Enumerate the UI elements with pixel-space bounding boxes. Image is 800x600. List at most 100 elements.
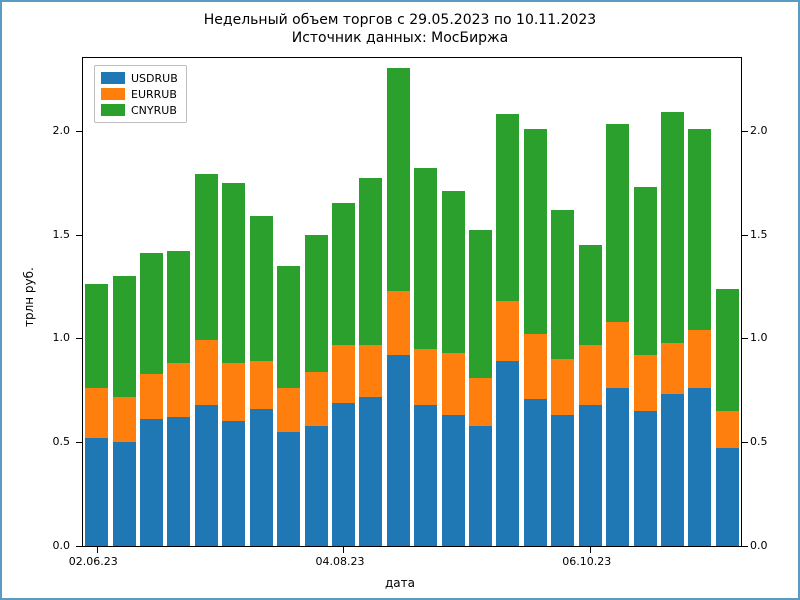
bar-group <box>195 58 218 546</box>
y-tick-label-left: 0.5 <box>53 435 71 448</box>
bar-segment-cnyrub <box>250 216 273 361</box>
bar-segment-cnyrub <box>414 168 437 349</box>
bar-segment-eurrub <box>195 340 218 404</box>
bar-segment-usdrub <box>85 438 108 546</box>
y-tick-label-right: 2.0 <box>750 124 768 137</box>
bar-segment-eurrub <box>688 330 711 388</box>
legend-item-usdrub: USDRUB <box>101 70 178 86</box>
bar-segment-usdrub <box>469 426 492 546</box>
bar-group <box>551 58 574 546</box>
bar-segment-eurrub <box>496 301 519 361</box>
legend-swatch-eurrub <box>101 88 125 100</box>
legend: USDRUB EURRUB CNYRUB <box>94 65 187 123</box>
bar-segment-eurrub <box>113 397 136 443</box>
x-axis-label: дата <box>2 576 798 590</box>
y-tick-label-left: 2.0 <box>53 124 71 137</box>
y-tick-label-left: 0.0 <box>53 539 71 552</box>
bar-segment-usdrub <box>113 442 136 546</box>
bar-segment-cnyrub <box>140 253 163 373</box>
bar-segment-cnyrub <box>469 230 492 377</box>
bar-segment-usdrub <box>688 388 711 546</box>
bar-segment-usdrub <box>140 419 163 546</box>
bar-segment-usdrub <box>332 403 355 546</box>
bar-group <box>387 58 410 546</box>
bar-group <box>359 58 382 546</box>
bar-segment-usdrub <box>222 421 245 546</box>
bar-group <box>606 58 629 546</box>
bar-group <box>250 58 273 546</box>
figure-frame: Недельный объем торгов с 29.05.2023 по 1… <box>0 0 800 600</box>
x-tick-label: 02.06.23 <box>69 555 118 568</box>
legend-label-cnyrub: CNYRUB <box>131 104 177 117</box>
bar-group <box>167 58 190 546</box>
bar-segment-usdrub <box>716 448 739 546</box>
bar-segment-usdrub <box>414 405 437 546</box>
bar-group <box>524 58 547 546</box>
bar-segment-eurrub <box>359 345 382 397</box>
bar-segment-usdrub <box>634 411 657 546</box>
bar-segment-usdrub <box>359 397 382 547</box>
bar-segment-eurrub <box>634 355 657 411</box>
bar-group <box>688 58 711 546</box>
y-tick-label-left: 1.0 <box>53 331 71 344</box>
bar-segment-cnyrub <box>277 266 300 389</box>
bar-group <box>469 58 492 546</box>
bar-segment-cnyrub <box>634 187 657 355</box>
bar-group <box>222 58 245 546</box>
bar-group <box>85 58 108 546</box>
bar-segment-eurrub <box>167 363 190 417</box>
legend-item-cnyrub: CNYRUB <box>101 102 178 118</box>
bar-segment-usdrub <box>661 394 684 546</box>
bar-group <box>579 58 602 546</box>
bar-segment-usdrub <box>305 426 328 546</box>
x-tick-label: 04.08.23 <box>315 555 364 568</box>
bar-segment-eurrub <box>442 353 465 415</box>
bar-group <box>634 58 657 546</box>
bar-segment-eurrub <box>661 343 684 395</box>
bar-segment-cnyrub <box>359 178 382 344</box>
bar-segment-cnyrub <box>167 251 190 363</box>
bar-segment-eurrub <box>716 411 739 448</box>
bar-segment-usdrub <box>195 405 218 546</box>
bar-segment-usdrub <box>551 415 574 546</box>
bar-group <box>140 58 163 546</box>
legend-label-eurrub: EURRUB <box>131 88 177 101</box>
bar-group <box>277 58 300 546</box>
bar-group <box>305 58 328 546</box>
y-tick-label-right: 1.5 <box>750 228 768 241</box>
bar-group <box>113 58 136 546</box>
bar-segment-usdrub <box>579 405 602 546</box>
bar-segment-cnyrub <box>606 124 629 321</box>
legend-item-eurrub: EURRUB <box>101 86 178 102</box>
legend-swatch-cnyrub <box>101 104 125 116</box>
bar-segment-cnyrub <box>305 235 328 372</box>
bar-segment-eurrub <box>414 349 437 405</box>
chart-title-line2: Источник данных: МосБиржа <box>2 30 798 46</box>
bar-segment-usdrub <box>442 415 465 546</box>
y-axis-label: трлн руб. <box>22 267 36 327</box>
bar-segment-usdrub <box>250 409 273 546</box>
bar-segment-cnyrub <box>688 129 711 330</box>
bar-segment-usdrub <box>524 399 547 546</box>
bar-segment-usdrub <box>387 355 410 546</box>
bar-segment-eurrub <box>469 378 492 426</box>
bar-segment-eurrub <box>606 322 629 388</box>
bar-segment-cnyrub <box>387 68 410 290</box>
bar-group <box>414 58 437 546</box>
bar-segment-eurrub <box>250 361 273 409</box>
bar-segment-cnyrub <box>442 191 465 353</box>
legend-label-usdrub: USDRUB <box>131 72 178 85</box>
y-tick-label-left: 1.5 <box>53 228 71 241</box>
plot-area <box>82 57 742 547</box>
bar-segment-eurrub <box>85 388 108 438</box>
bar-group <box>332 58 355 546</box>
bar-segment-usdrub <box>277 432 300 546</box>
bar-segment-usdrub <box>606 388 629 546</box>
chart-title-line1: Недельный объем торгов с 29.05.2023 по 1… <box>2 12 798 28</box>
bar-segment-cnyrub <box>551 210 574 360</box>
bar-segment-eurrub <box>222 363 245 421</box>
bar-segment-cnyrub <box>222 183 245 364</box>
bar-segment-cnyrub <box>85 284 108 388</box>
bar-group <box>442 58 465 546</box>
bar-segment-usdrub <box>496 361 519 546</box>
